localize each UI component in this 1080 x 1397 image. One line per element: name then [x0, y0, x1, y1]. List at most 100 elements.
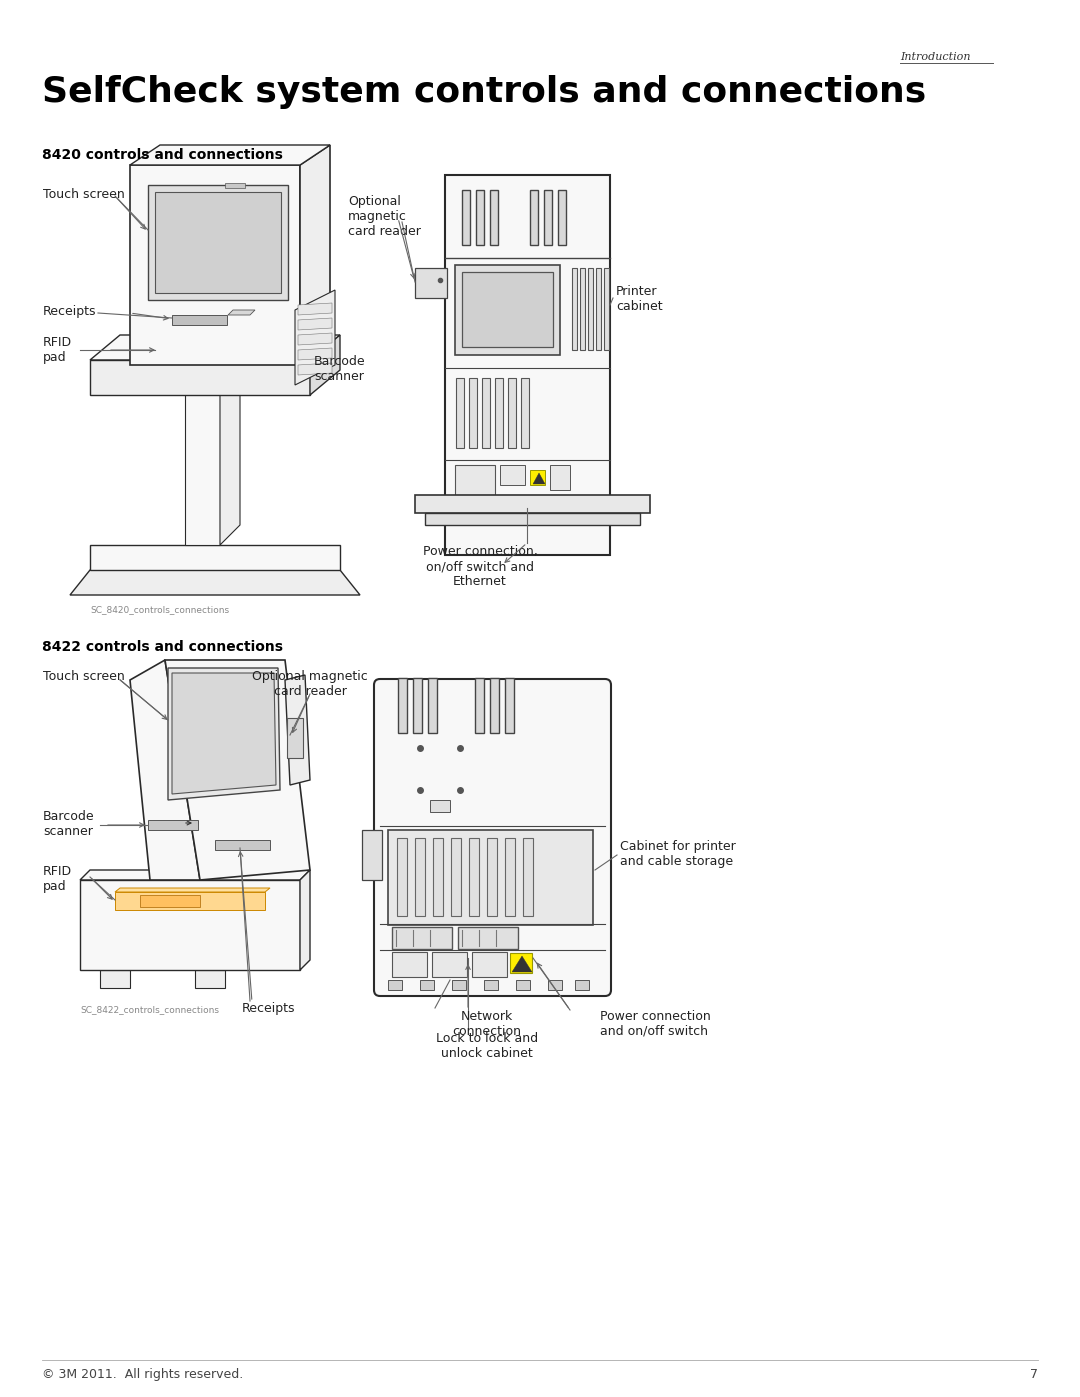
FancyBboxPatch shape	[482, 379, 490, 448]
Polygon shape	[90, 335, 340, 360]
FancyBboxPatch shape	[516, 981, 530, 990]
FancyBboxPatch shape	[476, 190, 484, 244]
FancyBboxPatch shape	[148, 820, 198, 830]
Polygon shape	[298, 348, 332, 360]
FancyBboxPatch shape	[156, 191, 281, 293]
FancyBboxPatch shape	[495, 379, 503, 448]
FancyBboxPatch shape	[455, 265, 561, 355]
FancyBboxPatch shape	[415, 268, 447, 298]
Text: Network
connection: Network connection	[453, 1010, 522, 1038]
Text: 8422 controls and connections: 8422 controls and connections	[42, 640, 283, 654]
FancyBboxPatch shape	[523, 838, 534, 916]
FancyBboxPatch shape	[500, 465, 525, 485]
Polygon shape	[156, 345, 265, 355]
FancyBboxPatch shape	[505, 838, 515, 916]
FancyBboxPatch shape	[484, 981, 498, 990]
FancyBboxPatch shape	[397, 838, 407, 916]
Polygon shape	[172, 673, 276, 793]
FancyBboxPatch shape	[490, 190, 498, 244]
Text: Touch screen: Touch screen	[43, 189, 125, 201]
Text: Touch screen: Touch screen	[43, 671, 125, 683]
Polygon shape	[228, 310, 255, 314]
FancyBboxPatch shape	[374, 679, 611, 996]
Polygon shape	[298, 319, 332, 330]
Polygon shape	[80, 870, 310, 880]
Polygon shape	[300, 145, 330, 365]
FancyBboxPatch shape	[575, 981, 589, 990]
FancyBboxPatch shape	[415, 838, 426, 916]
FancyBboxPatch shape	[475, 678, 484, 733]
FancyBboxPatch shape	[399, 678, 407, 733]
FancyBboxPatch shape	[469, 379, 477, 448]
FancyBboxPatch shape	[580, 268, 585, 351]
FancyBboxPatch shape	[510, 953, 532, 972]
FancyBboxPatch shape	[521, 379, 529, 448]
FancyBboxPatch shape	[604, 268, 609, 351]
FancyBboxPatch shape	[596, 268, 600, 351]
Text: 7: 7	[1030, 1368, 1038, 1382]
Polygon shape	[298, 303, 332, 314]
Polygon shape	[534, 474, 545, 483]
Text: Receipts: Receipts	[242, 1002, 296, 1016]
FancyBboxPatch shape	[445, 175, 610, 555]
Polygon shape	[90, 360, 310, 395]
FancyBboxPatch shape	[100, 970, 130, 988]
Polygon shape	[310, 335, 340, 395]
FancyBboxPatch shape	[413, 678, 422, 733]
FancyBboxPatch shape	[453, 981, 465, 990]
FancyBboxPatch shape	[215, 840, 270, 849]
Text: SC_8422_controls_connections: SC_8422_controls_connections	[80, 1004, 219, 1014]
FancyBboxPatch shape	[172, 314, 227, 326]
FancyBboxPatch shape	[469, 838, 480, 916]
Polygon shape	[185, 320, 220, 545]
FancyBboxPatch shape	[588, 268, 593, 351]
Text: SC_8420_controls_connections: SC_8420_controls_connections	[90, 605, 229, 615]
Text: Optional
magnetic
card reader: Optional magnetic card reader	[348, 196, 421, 237]
FancyBboxPatch shape	[572, 268, 577, 351]
Polygon shape	[165, 659, 310, 880]
FancyBboxPatch shape	[462, 272, 553, 346]
FancyBboxPatch shape	[428, 678, 437, 733]
Polygon shape	[220, 300, 240, 545]
Text: SelfCheck system controls and connections: SelfCheck system controls and connection…	[42, 75, 927, 109]
FancyBboxPatch shape	[455, 465, 495, 495]
FancyBboxPatch shape	[530, 469, 545, 485]
FancyBboxPatch shape	[140, 895, 200, 907]
FancyBboxPatch shape	[426, 513, 640, 525]
FancyBboxPatch shape	[550, 465, 570, 490]
Text: Power connection,
on/off switch and
Ethernet: Power connection, on/off switch and Ethe…	[422, 545, 538, 588]
FancyBboxPatch shape	[458, 928, 518, 949]
FancyBboxPatch shape	[362, 830, 382, 880]
Polygon shape	[300, 870, 310, 970]
FancyBboxPatch shape	[544, 190, 552, 244]
Text: © 3M 2011.  All rights reserved.: © 3M 2011. All rights reserved.	[42, 1368, 243, 1382]
FancyBboxPatch shape	[433, 838, 443, 916]
FancyBboxPatch shape	[287, 718, 303, 759]
Text: RFID
pad: RFID pad	[43, 337, 72, 365]
FancyBboxPatch shape	[420, 981, 434, 990]
FancyBboxPatch shape	[490, 678, 499, 733]
Polygon shape	[298, 363, 332, 374]
FancyBboxPatch shape	[392, 928, 453, 949]
Polygon shape	[285, 675, 310, 785]
Text: RFID
pad: RFID pad	[43, 865, 72, 893]
FancyBboxPatch shape	[415, 495, 650, 513]
FancyBboxPatch shape	[456, 379, 464, 448]
FancyBboxPatch shape	[508, 379, 516, 448]
Polygon shape	[130, 145, 330, 165]
Text: Receipts: Receipts	[43, 305, 96, 319]
FancyBboxPatch shape	[451, 838, 461, 916]
FancyBboxPatch shape	[472, 951, 507, 977]
Text: Optional magnetic
card reader: Optional magnetic card reader	[252, 671, 368, 698]
Polygon shape	[70, 570, 360, 595]
Text: Introduction: Introduction	[900, 52, 971, 61]
Polygon shape	[168, 668, 280, 800]
Polygon shape	[114, 888, 270, 893]
Text: Power connection
and on/off switch: Power connection and on/off switch	[600, 1010, 711, 1038]
Text: Lock to lock and
unlock cabinet: Lock to lock and unlock cabinet	[436, 1032, 538, 1060]
Polygon shape	[130, 165, 300, 365]
Text: Printer
cabinet: Printer cabinet	[616, 285, 663, 313]
Polygon shape	[156, 338, 275, 345]
FancyBboxPatch shape	[430, 800, 450, 812]
FancyBboxPatch shape	[388, 830, 593, 925]
